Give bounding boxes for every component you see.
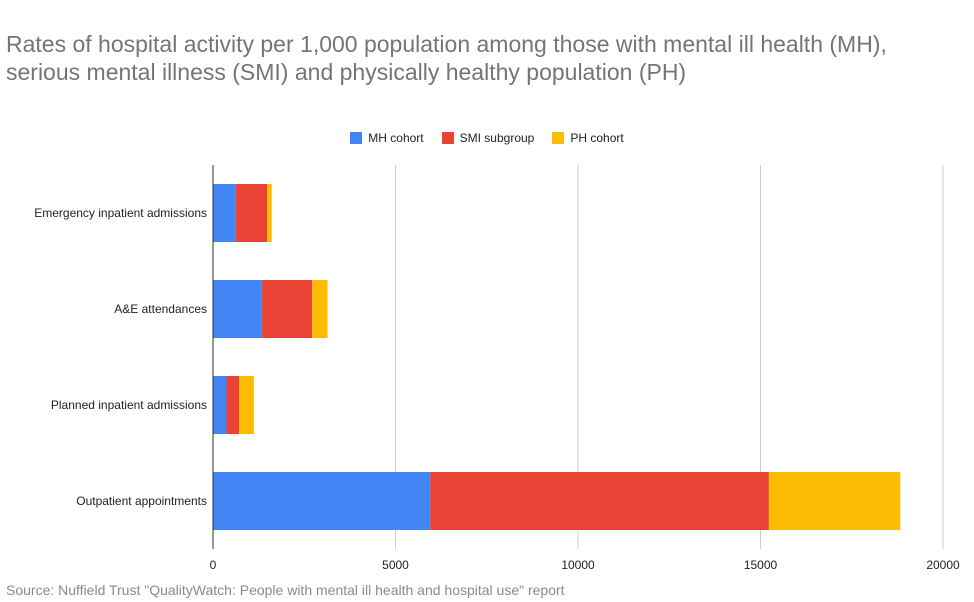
bar-segments (213, 184, 901, 530)
legend-swatch-smi (441, 132, 454, 144)
chart-title: Rates of hospital activity per 1,000 pop… (6, 31, 887, 85)
legend-label-smi: SMI subgroup (459, 131, 535, 145)
legend-item-ph[interactable]: PH cohort (552, 130, 624, 146)
legend-item-mh[interactable]: MH cohort (350, 130, 424, 146)
bar-3-series-2 (768, 472, 901, 530)
category-label-2: Planned inpatient admissions (51, 398, 207, 412)
legend-swatch-ph (552, 132, 565, 144)
category-label-3: Outpatient appointments (76, 494, 207, 508)
x-tick-label-15000: 15000 (744, 558, 778, 572)
x-tick-label-0: 0 (210, 558, 217, 572)
legend-swatch-mh (350, 132, 363, 144)
bar-1-series-2 (312, 280, 328, 338)
category-label-1: A&E attendances (114, 302, 207, 316)
x-tick-label-5000: 5000 (382, 558, 409, 572)
bar-0-series-0 (213, 184, 236, 242)
x-tick-label-10000: 10000 (561, 558, 595, 572)
legend-label-ph: PH cohort (570, 131, 624, 145)
source-note: Source: Nuffield Trust "QualityWatch: Pe… (6, 582, 565, 598)
bar-1-series-0 (213, 280, 262, 338)
bar-2-series-2 (239, 376, 254, 434)
bar-1-series-1 (261, 280, 313, 338)
chart-legend: MH cohort SMI subgroup PH cohort (0, 130, 974, 146)
x-tick-label-20000: 20000 (926, 558, 960, 572)
legend-label-mh: MH cohort (368, 131, 424, 145)
legend-item-smi[interactable]: SMI subgroup (441, 130, 535, 146)
bar-0-series-1 (235, 184, 268, 242)
bar-2-series-0 (213, 376, 227, 434)
bar-0-series-2 (267, 184, 272, 242)
bar-2-series-1 (226, 376, 240, 434)
bar-3-series-1 (430, 472, 769, 530)
category-label-0: Emergency inpatient admissions (34, 206, 207, 220)
category-labels: Emergency inpatient admissions A&E attend… (34, 206, 207, 508)
bar-3-series-0 (213, 472, 431, 530)
x-tick-labels: 0 5000 10000 15000 20000 (210, 558, 960, 572)
